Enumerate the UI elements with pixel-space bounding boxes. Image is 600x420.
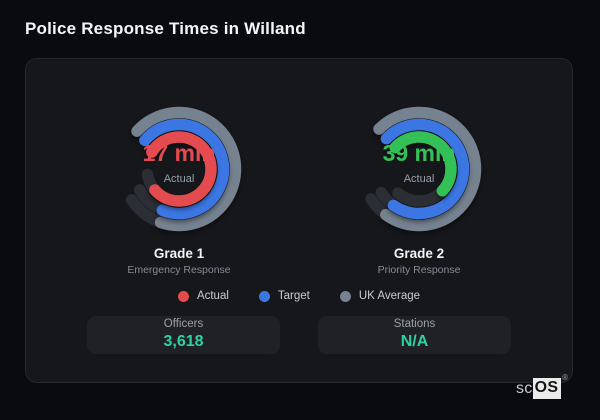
- dashboard-card: 17 min Actual Grade 1 Emergency Response…: [25, 58, 573, 383]
- grade-2-description: Priority Response: [377, 264, 461, 276]
- stat-box-officers: Officers 3,618: [87, 316, 280, 354]
- gauge-grade-2: 39 min Actual Grade 2 Priority Response: [299, 93, 539, 276]
- gauge-chart-grade-2: [365, 106, 482, 232]
- legend-dot-uk-average-icon: [339, 290, 351, 302]
- legend-item-uk-average[interactable]: UK Average: [339, 290, 421, 302]
- gauge-ring-target: [380, 118, 470, 220]
- gauge-ring-uk-average: [131, 106, 242, 232]
- scos-logo-prefix: sc: [516, 379, 533, 397]
- registered-trademark-icon: ®: [562, 373, 569, 382]
- gauge-rings-grade-2: 39 min Actual: [344, 93, 494, 243]
- gauge-grade-1: 17 min Actual Grade 1 Emergency Response: [59, 93, 299, 276]
- gauge-ring-actual: [146, 131, 217, 207]
- legend-dot-actual-icon: [177, 290, 189, 302]
- gauge-ring-uk-average: [373, 106, 482, 232]
- page-title: Police Response Times in Willand: [25, 19, 306, 38]
- legend-label-uk-average: UK Average: [358, 290, 421, 302]
- stat-value-officers: 3,618: [163, 332, 204, 350]
- scos-logo: sc OS ®: [516, 373, 568, 399]
- legend-dot-target-icon: [258, 290, 270, 302]
- gauge-ring-target: [139, 118, 230, 220]
- grade-1-description: Emergency Response: [127, 264, 231, 276]
- stat-label-officers: Officers: [163, 318, 204, 331]
- gauges-row: 17 min Actual Grade 1 Emergency Response…: [26, 59, 572, 276]
- scos-logo-suffix-text: OS: [534, 379, 559, 396]
- gauge-ring-actual: [389, 131, 457, 197]
- legend-item-actual[interactable]: Actual: [177, 290, 229, 302]
- stat-box-stations: Stations N/A: [318, 316, 511, 354]
- gauge-chart-grade-1: [125, 106, 242, 232]
- stats-row: Officers 3,618 Stations N/A: [26, 316, 572, 354]
- grade-1-label: Grade 1: [153, 246, 205, 261]
- legend: Actual Target UK Average: [26, 290, 572, 302]
- legend-item-target[interactable]: Target: [258, 290, 310, 302]
- stat-value-stations: N/A: [400, 332, 429, 350]
- stat-label-stations: Stations: [393, 318, 436, 331]
- grade-2-label: Grade 2: [393, 246, 445, 261]
- legend-label-target: Target: [277, 290, 310, 302]
- scos-logo-suffix: OS ®: [532, 373, 568, 399]
- legend-label-actual: Actual: [196, 290, 229, 302]
- gauge-rings-grade-1: 17 min Actual: [104, 93, 254, 243]
